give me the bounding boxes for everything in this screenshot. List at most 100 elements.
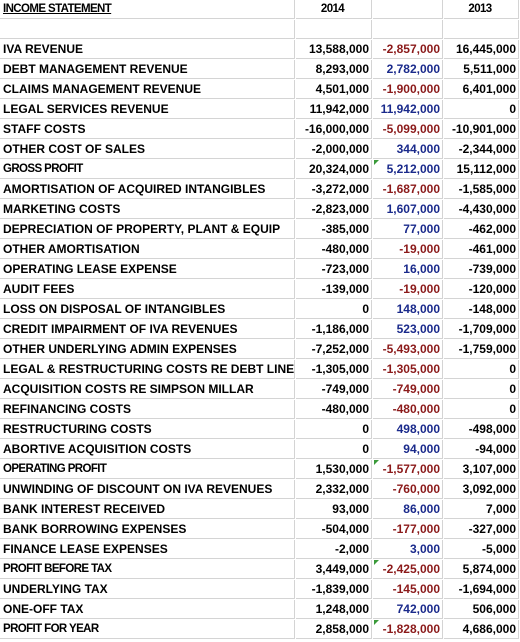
value-2014[interactable]: 0 [296, 300, 372, 319]
row-label[interactable]: ONE-OFF TAX [0, 600, 295, 619]
value-difference[interactable]: 94,000 [373, 440, 443, 459]
value-difference[interactable]: -480,000 [373, 400, 443, 419]
value-2014[interactable]: 20,324,000 [296, 160, 372, 179]
value-2014[interactable]: 13,588,000 [296, 40, 372, 59]
row-label[interactable]: OPERATING LEASE EXPENSE [0, 260, 295, 279]
value-2013[interactable]: -461,000 [444, 240, 519, 259]
value-2014[interactable]: -480,000 [296, 400, 372, 419]
row-label[interactable]: PROFIT FOR YEAR [0, 620, 295, 639]
row-label[interactable]: ACQUISITION COSTS RE SIMPSON MILLAR [0, 380, 295, 399]
value-2013[interactable]: -739,000 [444, 260, 519, 279]
row-label[interactable]: FINANCE LEASE EXPENSES [0, 540, 295, 559]
row-label[interactable]: GROSS PROFIT [0, 160, 295, 179]
value-2014[interactable]: 11,942,000 [296, 100, 372, 119]
row-label[interactable]: LEGAL SERVICES REVENUE [0, 100, 295, 119]
value-difference[interactable]: 523,000 [373, 320, 443, 339]
value-difference[interactable]: -1,577,000 [373, 460, 443, 479]
value-2014[interactable]: 2,332,000 [296, 480, 372, 499]
row-label[interactable]: PROFIT BEFORE TAX [0, 560, 295, 579]
value-2014[interactable]: 93,000 [296, 500, 372, 519]
value-2013[interactable]: 0 [444, 360, 519, 379]
row-label[interactable]: LEGAL & RESTRUCTURING COSTS RE DEBT LINE [0, 360, 295, 379]
value-difference[interactable]: 5,212,000 [373, 160, 443, 179]
value-2013[interactable]: -148,000 [444, 300, 519, 319]
value-2014[interactable]: 8,293,000 [296, 60, 372, 79]
row-label[interactable]: OTHER UNDERLYING ADMIN EXPENSES [0, 340, 295, 359]
value-difference[interactable]: -19,000 [373, 240, 443, 259]
year-prior-header[interactable]: 2013 [444, 0, 519, 19]
value-difference[interactable]: -1,828,000 [373, 620, 443, 639]
blank-cell[interactable] [444, 20, 519, 39]
value-2014[interactable]: 2,858,000 [296, 620, 372, 639]
value-2013[interactable]: -5,000 [444, 540, 519, 559]
value-2013[interactable]: 5,874,000 [444, 560, 519, 579]
value-2014[interactable]: -7,252,000 [296, 340, 372, 359]
value-2014[interactable]: -480,000 [296, 240, 372, 259]
value-2014[interactable]: 0 [296, 420, 372, 439]
value-difference[interactable]: 742,000 [373, 600, 443, 619]
value-2013[interactable]: -1,585,000 [444, 180, 519, 199]
value-2013[interactable]: 4,686,000 [444, 620, 519, 639]
value-2014[interactable]: -2,823,000 [296, 200, 372, 219]
value-2013[interactable]: -10,901,000 [444, 120, 519, 139]
value-difference[interactable]: -2,425,000 [373, 560, 443, 579]
row-label[interactable]: AUDIT FEES [0, 280, 295, 299]
value-2013[interactable]: 16,445,000 [444, 40, 519, 59]
value-2013[interactable]: -94,000 [444, 440, 519, 459]
value-difference[interactable]: -145,000 [373, 580, 443, 599]
value-difference[interactable]: 77,000 [373, 220, 443, 239]
value-2013[interactable]: -462,000 [444, 220, 519, 239]
value-difference[interactable]: 86,000 [373, 500, 443, 519]
value-2014[interactable]: -749,000 [296, 380, 372, 399]
row-label[interactable]: ABORTIVE ACQUISITION COSTS [0, 440, 295, 459]
value-2013[interactable]: -1,759,000 [444, 340, 519, 359]
row-label[interactable]: MARKETING COSTS [0, 200, 295, 219]
row-label[interactable]: UNDERLYING TAX [0, 580, 295, 599]
value-2014[interactable]: -504,000 [296, 520, 372, 539]
row-label[interactable]: CREDIT IMPAIRMENT OF IVA REVENUES [0, 320, 295, 339]
value-difference[interactable]: -1,900,000 [373, 80, 443, 99]
value-2013[interactable]: 3,107,000 [444, 460, 519, 479]
value-2014[interactable]: 3,449,000 [296, 560, 372, 579]
value-2013[interactable]: -1,694,000 [444, 580, 519, 599]
row-label[interactable]: BANK BORROWING EXPENSES [0, 520, 295, 539]
row-label[interactable]: REFINANCING COSTS [0, 400, 295, 419]
value-2014[interactable]: -3,272,000 [296, 180, 372, 199]
value-2013[interactable]: -120,000 [444, 280, 519, 299]
value-difference[interactable]: -19,000 [373, 280, 443, 299]
value-2013[interactable]: -327,000 [444, 520, 519, 539]
value-difference[interactable]: -5,493,000 [373, 340, 443, 359]
value-difference[interactable]: -760,000 [373, 480, 443, 499]
value-difference[interactable]: 148,000 [373, 300, 443, 319]
value-difference[interactable]: 1,607,000 [373, 200, 443, 219]
value-2014[interactable]: -1,186,000 [296, 320, 372, 339]
value-2013[interactable]: 7,000 [444, 500, 519, 519]
row-label[interactable]: OTHER AMORTISATION [0, 240, 295, 259]
value-2013[interactable]: 0 [444, 380, 519, 399]
row-label[interactable]: DEPRECIATION OF PROPERTY, PLANT & EQUIP [0, 220, 295, 239]
row-label[interactable]: OTHER COST OF SALES [0, 140, 295, 159]
row-label[interactable]: OPERATING PROFIT [0, 460, 295, 479]
value-2013[interactable]: 0 [444, 100, 519, 119]
row-label[interactable]: LOSS ON DISPOSAL OF INTANGIBLES [0, 300, 295, 319]
value-difference[interactable]: -749,000 [373, 380, 443, 399]
value-2014[interactable]: 1,530,000 [296, 460, 372, 479]
value-difference[interactable]: -1,687,000 [373, 180, 443, 199]
year-current-header[interactable]: 2014 [296, 0, 372, 19]
blank-cell[interactable] [296, 20, 372, 39]
row-label[interactable]: CLAIMS MANAGEMENT REVENUE [0, 80, 295, 99]
row-label[interactable]: RESTRUCTURING COSTS [0, 420, 295, 439]
sheet-title[interactable]: INCOME STATEMENT [0, 0, 295, 19]
value-2014[interactable]: -385,000 [296, 220, 372, 239]
value-2014[interactable]: 4,501,000 [296, 80, 372, 99]
value-difference[interactable]: 2,782,000 [373, 60, 443, 79]
row-label[interactable]: AMORTISATION OF ACQUIRED INTANGIBLES [0, 180, 295, 199]
value-2014[interactable]: -139,000 [296, 280, 372, 299]
value-2013[interactable]: -2,344,000 [444, 140, 519, 159]
value-difference[interactable]: -2,857,000 [373, 40, 443, 59]
value-2013[interactable]: -498,000 [444, 420, 519, 439]
row-label[interactable]: UNWINDING OF DISCOUNT ON IVA REVENUES [0, 480, 295, 499]
value-2014[interactable]: -1,839,000 [296, 580, 372, 599]
value-2013[interactable]: 3,092,000 [444, 480, 519, 499]
value-difference[interactable]: 3,000 [373, 540, 443, 559]
